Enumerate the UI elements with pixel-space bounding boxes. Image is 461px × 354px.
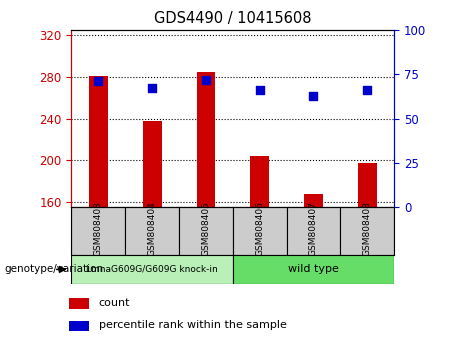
Point: [364, 87, 371, 93]
Bar: [71, 207, 125, 255]
Bar: [304, 194, 323, 207]
Point: [202, 77, 210, 82]
Point: [256, 87, 263, 93]
Text: GSM808403: GSM808403: [94, 201, 103, 256]
Text: genotype/variation: genotype/variation: [5, 264, 104, 274]
Bar: [143, 121, 161, 207]
Bar: [125, 207, 179, 255]
Text: GSM808406: GSM808406: [255, 201, 264, 256]
Text: GSM808407: GSM808407: [309, 201, 318, 256]
Bar: [233, 207, 287, 255]
Title: GDS4490 / 10415608: GDS4490 / 10415608: [154, 11, 312, 26]
Text: percentile rank within the sample: percentile rank within the sample: [99, 320, 287, 330]
Text: wild type: wild type: [288, 264, 339, 274]
Text: GSM808405: GSM808405: [201, 201, 210, 256]
Bar: [71, 255, 233, 284]
Point: [148, 86, 156, 91]
Bar: [179, 207, 233, 255]
Text: count: count: [99, 298, 130, 308]
Text: GSM808408: GSM808408: [363, 201, 372, 256]
Point: [310, 93, 317, 98]
Bar: [250, 156, 269, 207]
Bar: [89, 76, 108, 207]
Bar: [287, 207, 340, 255]
Text: GSM808404: GSM808404: [148, 201, 157, 256]
Point: [95, 79, 102, 84]
Bar: [69, 320, 89, 331]
Text: LmnaG609G/G609G knock-in: LmnaG609G/G609G knock-in: [86, 265, 218, 274]
Bar: [69, 298, 89, 309]
Bar: [358, 163, 377, 207]
Bar: [340, 207, 394, 255]
Bar: [233, 255, 394, 284]
Bar: [196, 72, 215, 207]
